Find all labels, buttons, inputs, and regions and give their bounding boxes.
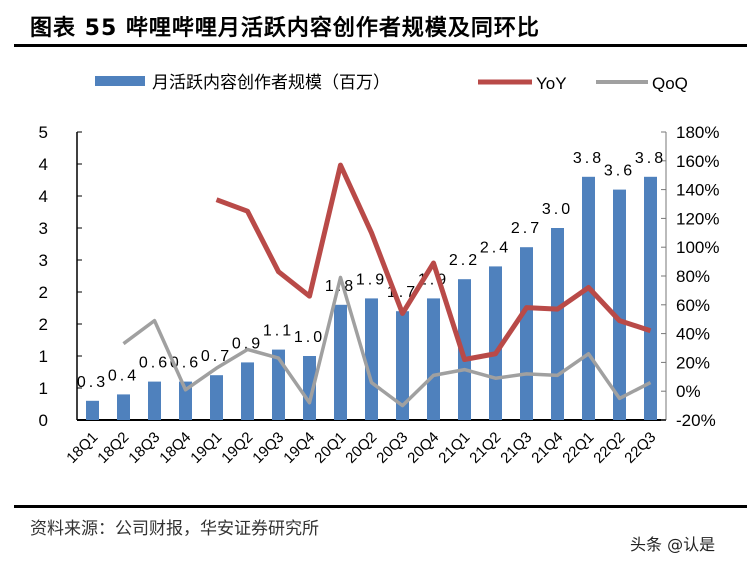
bar-data-label: 2.4 [480, 239, 511, 256]
bar-22Q1 [582, 176, 595, 420]
bar-data-label: 3.0 [542, 201, 573, 218]
bar-22Q2 [613, 189, 626, 420]
legend-label-yoy: YoY [536, 74, 567, 93]
top-rule [14, 44, 747, 47]
x-tick-label: 22Q1 [559, 429, 597, 467]
bar-21Q4 [551, 228, 564, 420]
legend-swatch-bar [95, 76, 145, 86]
bar-data-label: 3.6 [604, 163, 635, 180]
left-tick-label: 2 [39, 283, 48, 302]
x-tick-label: 22Q2 [590, 429, 628, 467]
right-tick-label: 160% [676, 152, 719, 171]
bar-21Q2 [489, 266, 502, 420]
bar-data-label: 1.9 [356, 271, 387, 288]
bar-data-label: 2.7 [511, 220, 542, 237]
bar-20Q1 [334, 304, 347, 420]
x-tick-label: 19Q1 [187, 429, 225, 467]
bottom-rule [14, 505, 747, 508]
bar-20Q2 [365, 298, 378, 420]
x-tick-label: 19Q3 [249, 429, 287, 467]
bar-data-label: 2.2 [449, 252, 480, 269]
bar-19Q1 [210, 375, 223, 420]
bar-18Q4 [179, 381, 192, 420]
left-tick-label: 4 [39, 187, 48, 206]
left-tick-label: 3 [39, 219, 48, 238]
right-tick-label: 100% [676, 238, 719, 257]
source-note: 资料来源：公司财报，华安证券研究所 [30, 519, 319, 539]
left-tick-label: 1 [39, 347, 48, 366]
bar-data-label: 1.1 [263, 323, 294, 340]
bar-18Q3 [148, 381, 161, 420]
bar-data-label: 0.7 [201, 348, 232, 365]
x-tick-label: 20Q3 [373, 429, 411, 467]
bar-data-label: 0.4 [108, 367, 139, 384]
right-tick-label: 120% [676, 209, 719, 228]
right-tick-label: 0% [676, 382, 701, 401]
bar-19Q4 [303, 356, 316, 420]
right-tick-label: 140% [676, 181, 719, 200]
bar-21Q1 [458, 279, 471, 420]
legend-label-bar: 月活跃内容创作者规模（百万） [152, 73, 390, 92]
bar-19Q3 [272, 349, 285, 420]
right-tick-label: 80% [676, 267, 710, 286]
left-tick-label: 0 [39, 411, 48, 430]
chart-title: 图表 55 哔哩哔哩月活跃内容创作者规模及同环比 [30, 16, 540, 41]
watermark: 头条 @认是 [630, 535, 716, 554]
right-tick-label: 180% [676, 123, 719, 142]
bar-data-label: 0.3 [77, 374, 108, 391]
bar-18Q1 [86, 400, 99, 420]
left-tick-label: 4 [39, 155, 48, 174]
bar-data-label: 0.6 [139, 355, 170, 372]
x-tick-label: 18Q4 [156, 429, 194, 467]
x-tick-label: 21Q2 [466, 429, 504, 467]
line-qoq [122, 275, 652, 408]
x-tick-label: 20Q2 [342, 429, 380, 467]
bar-data-label: 3.8 [573, 150, 604, 167]
x-tick-label: 19Q4 [280, 429, 318, 467]
x-tick-label: 18Q2 [94, 429, 132, 467]
right-tick-label: 20% [676, 353, 710, 372]
left-tick-label: 5 [39, 123, 48, 142]
bar-data-label: 1.0 [294, 329, 325, 346]
bar-data-label: 3.8 [635, 150, 666, 167]
bar-19Q2 [241, 362, 254, 420]
x-tick-label: 22Q3 [621, 429, 659, 467]
x-tick-label: 18Q1 [63, 429, 101, 467]
left-tick-label: 3 [39, 251, 48, 270]
x-tick-label: 21Q3 [497, 429, 535, 467]
left-tick-label: 1 [39, 379, 48, 398]
bar-20Q3 [396, 311, 409, 420]
bar-18Q2 [117, 394, 130, 420]
x-tick-label: 19Q2 [218, 429, 256, 467]
x-tick-label: 20Q1 [311, 429, 349, 467]
right-tick-label: -20% [676, 411, 716, 430]
right-tick-label: 60% [676, 296, 710, 315]
bar-21Q3 [520, 247, 533, 420]
bar-20Q4 [427, 298, 440, 420]
line-yoy [215, 162, 652, 363]
x-tick-label: 20Q4 [404, 429, 442, 467]
x-tick-label: 21Q4 [528, 429, 566, 467]
x-tick-label: 21Q1 [435, 429, 473, 467]
legend-label-qoq: QoQ [652, 74, 688, 93]
right-tick-label: 40% [676, 325, 710, 344]
left-tick-label: 2 [39, 315, 48, 334]
bar-22Q3 [644, 176, 657, 420]
bar-data-label: 0.9 [232, 335, 263, 352]
x-tick-label: 18Q3 [125, 429, 163, 467]
